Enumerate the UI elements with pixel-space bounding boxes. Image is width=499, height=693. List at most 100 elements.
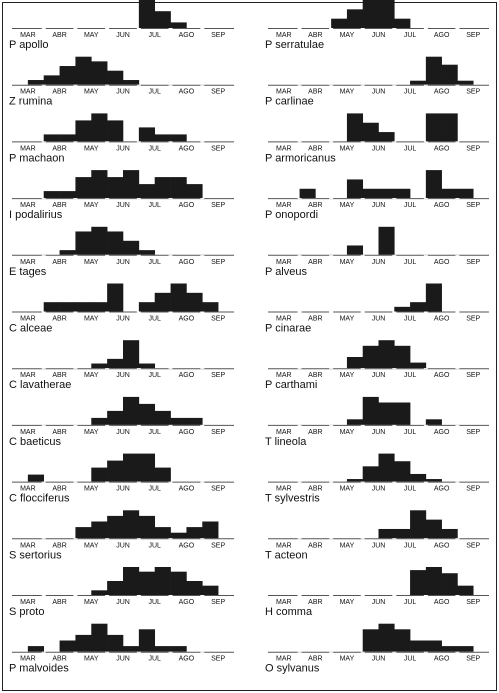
species-label-p-armoricanus: P armoricanus <box>265 152 336 164</box>
month-label-t-lineola-4: JUL <box>404 429 417 436</box>
month-label-p-cinarae-6: SEP <box>466 316 480 323</box>
month-label-p-armoricanus-3: JUN <box>372 145 386 152</box>
month-label-p-alveus-3: JUN <box>372 259 386 266</box>
month-label-p-armoricanus-5: AGO <box>434 145 450 152</box>
month-label-t-sylvestris-3: JUN <box>372 486 386 493</box>
species-label-p-machaon: P machaon <box>9 152 64 164</box>
month-label-p-armoricanus-2: MAY <box>340 145 355 152</box>
bar-c-baeticus-7 <box>123 396 140 425</box>
bar-p-machaon-4 <box>75 120 92 142</box>
bar-s-proto-12 <box>202 585 219 595</box>
bar-p-carlinae-12 <box>457 80 474 85</box>
month-label-e-tages-2: MAY <box>84 259 99 266</box>
bar-h-comma-9 <box>410 570 427 595</box>
bar-t-lineola-6 <box>362 396 379 425</box>
bar-c-alceae-11 <box>186 292 203 312</box>
month-label-p-onopordi-1: ABR <box>308 202 322 209</box>
month-label-c-lavatherae-4: JUL <box>148 372 161 379</box>
month-label-p-carlinae-6: SEP <box>466 89 480 96</box>
bar-o-sylvanus-10 <box>425 640 442 652</box>
month-label-p-onopordi-5: AGO <box>434 202 450 209</box>
bar-i-podalirius-5 <box>91 170 108 199</box>
bar-c-lavatherae-7 <box>123 340 140 369</box>
month-label-s-sertorius-3: JUN <box>116 542 130 549</box>
bar-i-podalirius-6 <box>107 177 124 199</box>
bar-p-machaon-8 <box>138 127 156 142</box>
month-label-t-lineola-0: MAR <box>276 429 292 436</box>
month-label-p-malvoides-2: MAY <box>84 656 99 663</box>
species-label-h-comma: H comma <box>265 606 313 618</box>
month-label-o-sylvanus-4: JUL <box>404 656 417 663</box>
month-label-z-rumina-3: JUN <box>116 89 130 96</box>
month-label-z-rumina-5: AGO <box>179 89 195 96</box>
month-label-p-carthami-1: ABR <box>308 372 322 379</box>
month-label-o-sylvanus-1: ABR <box>308 656 322 663</box>
species-label-c-flocciferus: C flocciferus <box>9 493 70 505</box>
month-label-p-cinarae-0: MAR <box>276 316 292 323</box>
bar-z-rumina-3 <box>59 66 76 85</box>
month-label-c-lavatherae-1: ABR <box>52 372 66 379</box>
month-label-t-sylvestris-4: JUL <box>404 486 417 493</box>
month-label-t-lineola-5: AGO <box>434 429 450 436</box>
month-label-e-tages-6: SEP <box>211 259 225 266</box>
month-label-p-onopordi-2: MAY <box>340 202 355 209</box>
bar-c-baeticus-10 <box>170 417 187 425</box>
bar-c-flocciferus-1 <box>27 474 45 482</box>
month-label-p-carthami-5: AGO <box>434 372 450 379</box>
month-label-p-onopordi-0: MAR <box>276 202 292 209</box>
bar-p-cinarae-10 <box>425 283 442 312</box>
bar-p-onopordi-5 <box>346 179 364 199</box>
bar-s-sertorius-6 <box>107 515 124 539</box>
bar-p-alveus-7 <box>378 226 395 255</box>
month-label-p-carlinae-3: JUN <box>372 89 386 96</box>
month-label-o-sylvanus-6: SEP <box>466 656 480 663</box>
month-label-p-malvoides-5: AGO <box>179 656 195 663</box>
month-label-s-sertorius-6: SEP <box>211 542 225 549</box>
month-label-e-tages-5: AGO <box>179 259 195 266</box>
month-label-p-malvoides-0: MAR <box>20 656 36 663</box>
month-label-h-comma-5: AGO <box>434 599 450 606</box>
month-label-p-serratulae-4: JUL <box>404 32 417 39</box>
bar-p-malvoides-9 <box>154 646 171 652</box>
month-label-c-baeticus-1: ABR <box>52 429 66 436</box>
bar-z-rumina-1 <box>27 80 45 85</box>
month-label-z-rumina-6: SEP <box>211 89 225 96</box>
bar-c-baeticus-5 <box>91 417 108 425</box>
month-label-p-cinarae-1: ABR <box>308 316 322 323</box>
species-label-s-proto: S proto <box>9 606 44 618</box>
bar-s-proto-5 <box>91 590 108 595</box>
month-label-s-sertorius-0: MAR <box>20 542 36 549</box>
month-label-p-onopordi-6: SEP <box>466 202 480 209</box>
bar-p-armoricanus-7 <box>378 132 395 142</box>
month-label-t-sylvestris-0: MAR <box>276 486 292 493</box>
month-label-o-sylvanus-0: MAR <box>276 656 292 663</box>
bar-p-malvoides-7 <box>123 646 140 652</box>
bar-s-sertorius-12 <box>202 521 219 539</box>
bar-p-carlinae-10 <box>425 56 442 85</box>
month-label-z-rumina-1: ABR <box>52 89 66 96</box>
month-label-p-alveus-0: MAR <box>276 259 292 266</box>
month-label-h-comma-2: MAY <box>340 599 355 606</box>
bar-t-acteon-10 <box>425 519 442 539</box>
bar-s-proto-6 <box>107 581 124 595</box>
month-label-e-tages-1: ABR <box>52 259 66 266</box>
bar-t-acteon-9 <box>410 510 427 539</box>
bar-p-onopordi-2 <box>299 188 316 199</box>
species-label-p-alveus: P alveus <box>265 266 307 278</box>
month-label-c-alceae-4: JUL <box>148 316 161 323</box>
species-label-o-sylvanus: O sylvanus <box>265 663 320 675</box>
bar-c-alceae-12 <box>202 302 219 312</box>
bar-p-machaon-3 <box>59 134 76 142</box>
bar-c-baeticus-11 <box>186 417 203 425</box>
bar-c-lavatherae-8 <box>138 363 156 369</box>
bar-z-rumina-5 <box>91 61 108 85</box>
bar-p-apollo-8 <box>138 0 156 28</box>
month-label-i-podalirius-0: MAR <box>20 202 36 209</box>
bar-p-armoricanus-5 <box>346 113 364 142</box>
bar-e-tages-6 <box>107 231 124 255</box>
bar-t-lineola-10 <box>425 419 442 425</box>
month-label-t-sylvestris-2: MAY <box>340 486 355 493</box>
bar-p-machaon-2 <box>43 134 60 142</box>
species-label-t-sylvestris: T sylvestris <box>265 493 320 505</box>
